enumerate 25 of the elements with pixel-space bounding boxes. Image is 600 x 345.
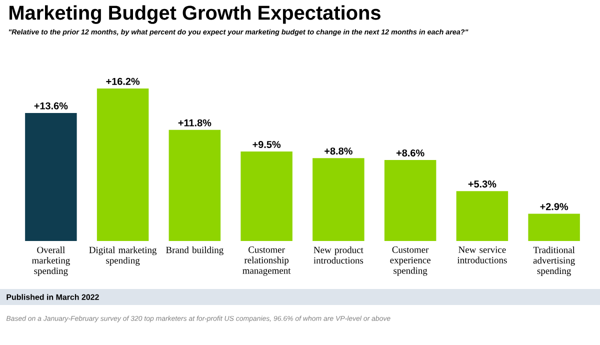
bar: [25, 112, 77, 241]
data-label: +11.8%: [178, 119, 212, 126]
bar: [96, 88, 149, 241]
data-label: +5.3%: [468, 180, 496, 188]
data-label: +2.9%: [540, 203, 568, 210]
bar: [456, 191, 508, 241]
x-tick-label: Customer relationship management: [242, 246, 291, 276]
data-label: +8.8%: [324, 148, 352, 155]
x-tick-label: Digital marketing spending: [89, 246, 157, 266]
data-label: +16.2%: [106, 78, 140, 85]
x-tick-label: Overall marketing spending: [32, 246, 70, 276]
x-tick-label: Customer experience spending: [390, 246, 430, 276]
data-label: +8.6%: [396, 149, 424, 156]
x-tick-label: Brand building: [166, 246, 224, 256]
bar: [528, 214, 580, 241]
x-tick-label: New product introductions: [314, 246, 364, 264]
bar: [312, 158, 364, 241]
x-tick-label: New service introductions: [457, 246, 507, 264]
data-label: +9.5%: [252, 140, 281, 148]
x-tick-label: Traditional advertising spending: [533, 246, 575, 276]
bar: [168, 130, 221, 241]
bar: [240, 152, 292, 241]
data-label: +13.6%: [34, 102, 68, 110]
chart-title: Marketing Budget Growth Expectations: [10, 5, 380, 24]
bar: [384, 160, 436, 241]
